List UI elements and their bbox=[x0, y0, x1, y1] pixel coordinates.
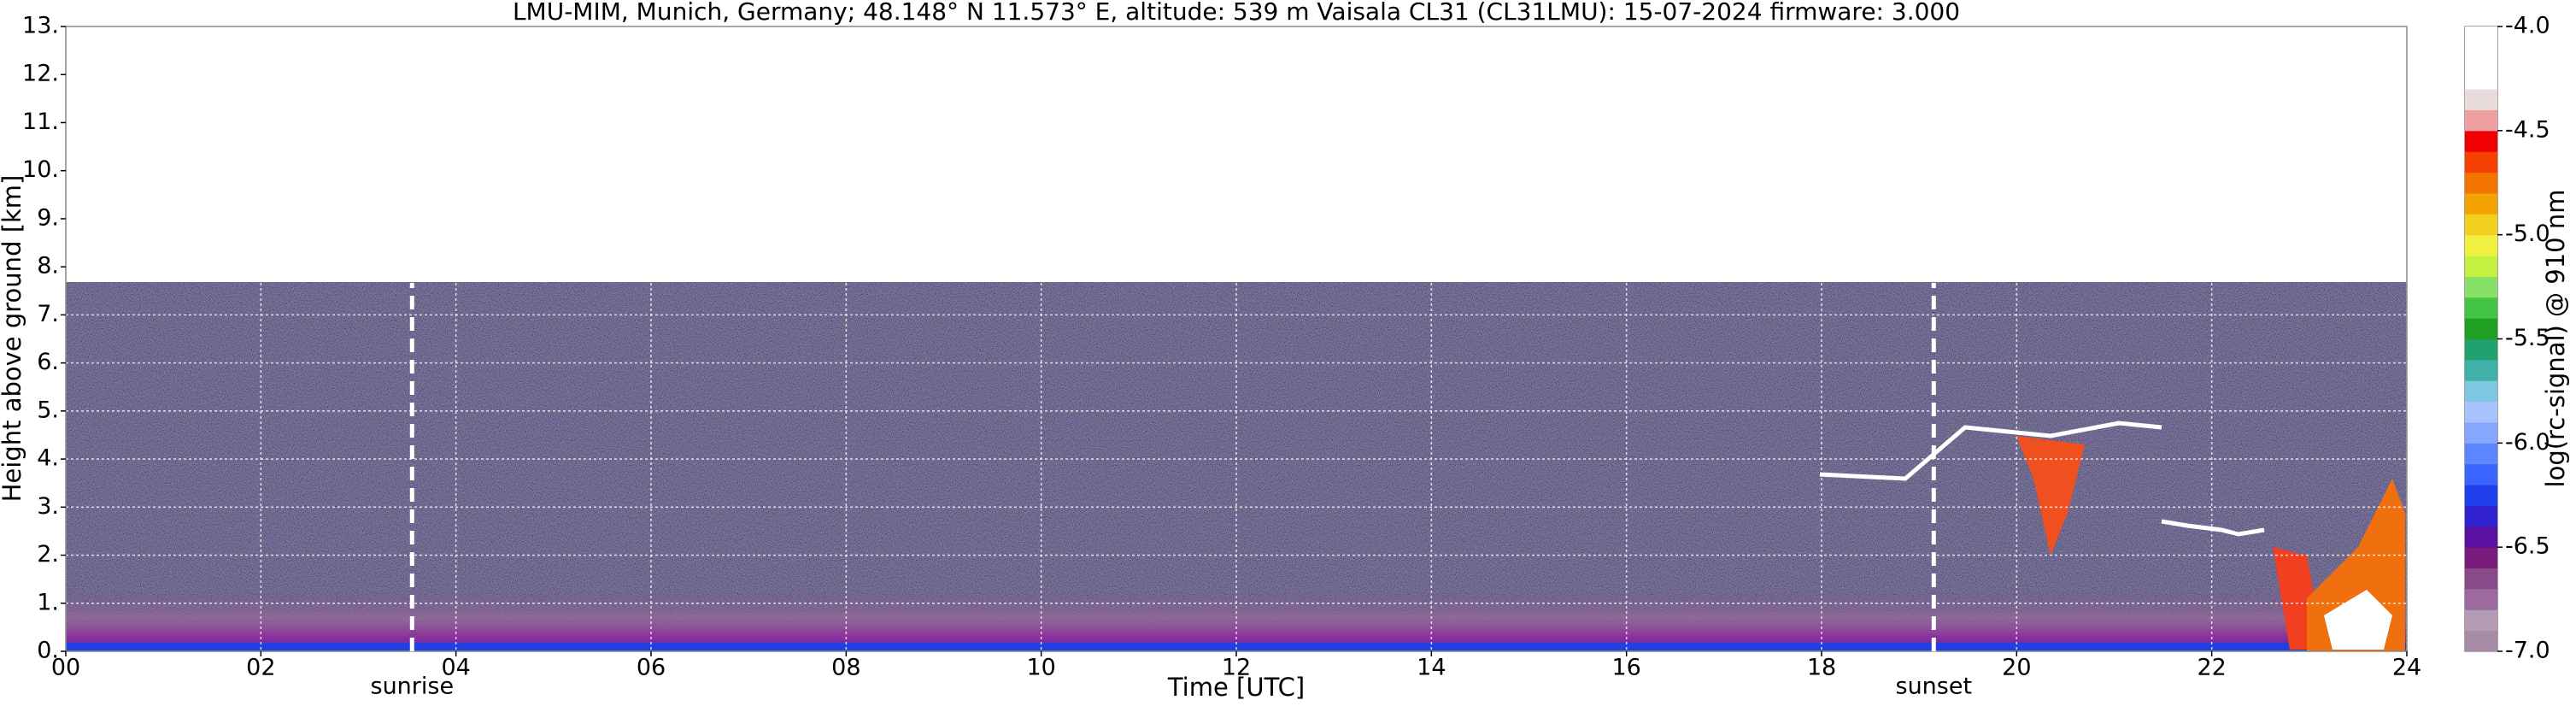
boundary-layer bbox=[66, 590, 2407, 651]
y-tick-label: 1. bbox=[37, 589, 59, 615]
colorbar-segment bbox=[2465, 89, 2497, 110]
colorbar-segment bbox=[2465, 256, 2497, 277]
colorbar-segment bbox=[2465, 443, 2497, 465]
colorbar-segment bbox=[2465, 338, 2497, 361]
colorbar-segment bbox=[2465, 276, 2497, 298]
colorbar-segment bbox=[2465, 609, 2497, 632]
x-tick-label: 12 bbox=[1222, 655, 1251, 681]
colorbar-tick-label: -6.0 bbox=[2505, 429, 2550, 456]
colorbar-segment bbox=[2465, 588, 2497, 610]
cloud-layer bbox=[2161, 519, 2265, 537]
colorbar-segment bbox=[2465, 130, 2497, 152]
colorbar-segment bbox=[2465, 151, 2497, 174]
x-axis-label: Time [UTC] bbox=[1167, 673, 1305, 702]
cloud-layer bbox=[1819, 421, 2162, 481]
x-tick-label: 14 bbox=[1417, 655, 1446, 681]
colorbar-tick-label: -5.0 bbox=[2505, 221, 2550, 247]
x-tick-label: 10 bbox=[1026, 655, 1055, 681]
cloud-patch bbox=[2016, 436, 2085, 556]
colorbar-segment bbox=[2465, 359, 2497, 381]
y-tick-label: 10. bbox=[22, 156, 59, 183]
colorbar-tick-label: -4.0 bbox=[2505, 13, 2550, 39]
colorbar-segment bbox=[2465, 109, 2497, 132]
colorbar-segment bbox=[2465, 297, 2497, 319]
annotation-label: sunset bbox=[1896, 674, 1973, 700]
colorbar-tick-label: -4.5 bbox=[2505, 116, 2550, 143]
colorbar-segment bbox=[2465, 26, 2497, 48]
chart-title: LMU-MIM, Munich, Germany; 48.148° N 11.5… bbox=[513, 0, 1960, 26]
colorbar-segment bbox=[2465, 234, 2497, 256]
y-tick-label: 2. bbox=[37, 541, 59, 568]
colorbar-tick-label: -6.5 bbox=[2505, 533, 2550, 560]
y-tick-label: 5. bbox=[37, 397, 59, 423]
x-tick-label: 00 bbox=[51, 655, 80, 681]
colorbar-segment bbox=[2465, 214, 2497, 236]
y-tick-label: 4. bbox=[37, 445, 59, 472]
colorbar-segment bbox=[2465, 526, 2497, 548]
y-tick-label: 6. bbox=[37, 349, 59, 375]
y-tick-label: 12. bbox=[22, 61, 59, 87]
y-tick-label: 11. bbox=[22, 109, 59, 135]
y-axis-label: Height above ground [km] bbox=[0, 175, 26, 503]
y-tick-label: 13. bbox=[22, 13, 59, 39]
colorbar-segment bbox=[2465, 485, 2497, 506]
x-tick-label: 16 bbox=[1611, 655, 1640, 681]
y-tick-label: 3. bbox=[37, 493, 59, 520]
colorbar-segment bbox=[2465, 318, 2497, 339]
colorbar-segment bbox=[2465, 505, 2497, 527]
x-tick-label: 02 bbox=[246, 655, 275, 681]
x-tick-label: 18 bbox=[1807, 655, 1836, 681]
y-tick-label: 8. bbox=[37, 253, 59, 279]
y-tick-label: 0. bbox=[37, 638, 59, 664]
colorbar-segment bbox=[2465, 380, 2497, 403]
y-tick-label: 7. bbox=[37, 301, 59, 327]
y-tick-label: 9. bbox=[37, 204, 59, 231]
colorbar-segment bbox=[2465, 68, 2497, 90]
x-tick-label: 08 bbox=[831, 655, 860, 681]
colorbar-tick-label: -5.5 bbox=[2505, 325, 2550, 351]
heatmap bbox=[66, 282, 2407, 651]
colorbar-tick-label: -7.0 bbox=[2505, 638, 2550, 664]
x-tick-label: 04 bbox=[441, 655, 470, 681]
x-tick-label: 06 bbox=[637, 655, 666, 681]
cloud-patch bbox=[2324, 590, 2392, 650]
annotation-label: sunrise bbox=[371, 674, 455, 700]
colorbar-segment bbox=[2465, 463, 2497, 485]
colorbar-segment bbox=[2465, 172, 2497, 194]
colorbar-segment bbox=[2465, 47, 2497, 69]
colorbar-segment bbox=[2465, 421, 2497, 444]
colorbar-segment bbox=[2465, 192, 2497, 215]
colorbar-segment bbox=[2465, 401, 2497, 423]
colorbar-label: log(rc-signal) @ 910 nm bbox=[2541, 190, 2570, 488]
colorbar-segment bbox=[2465, 630, 2497, 652]
colorbar-segment bbox=[2465, 568, 2497, 590]
x-tick-label: 20 bbox=[2002, 655, 2031, 681]
colorbar-segment bbox=[2465, 547, 2497, 569]
x-tick-label: 22 bbox=[2197, 655, 2226, 681]
x-tick-label: 24 bbox=[2392, 655, 2421, 681]
